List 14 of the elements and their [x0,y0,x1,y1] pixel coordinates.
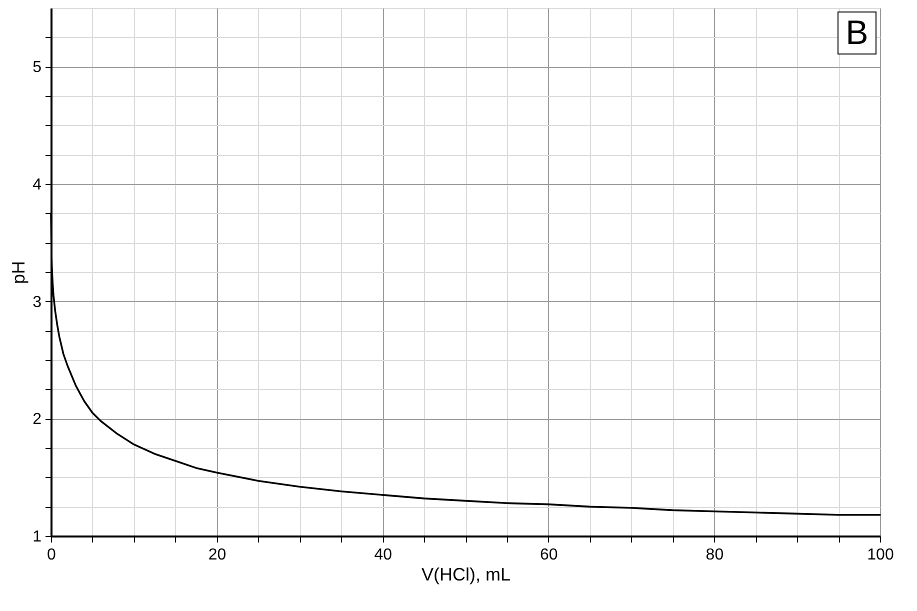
y-tick-label: 1 [32,528,42,546]
x-tick-label: 20 [208,546,226,564]
y-axis-title: pH [8,260,29,284]
x-tick-label: 0 [47,546,56,564]
x-tick-label: 40 [374,546,392,564]
x-tick-label: 80 [706,546,724,564]
x-tick-label: 100 [867,546,894,564]
x-tick-label: 60 [540,546,558,564]
annotation: B [846,14,868,52]
y-tick-label: 3 [32,294,42,311]
y-tick-label: 2 [32,411,42,428]
y-tick-label: 4 [32,176,42,194]
y-tick-label: 5 [32,59,42,76]
x-axis-title: V(HCl), mL [422,564,510,584]
